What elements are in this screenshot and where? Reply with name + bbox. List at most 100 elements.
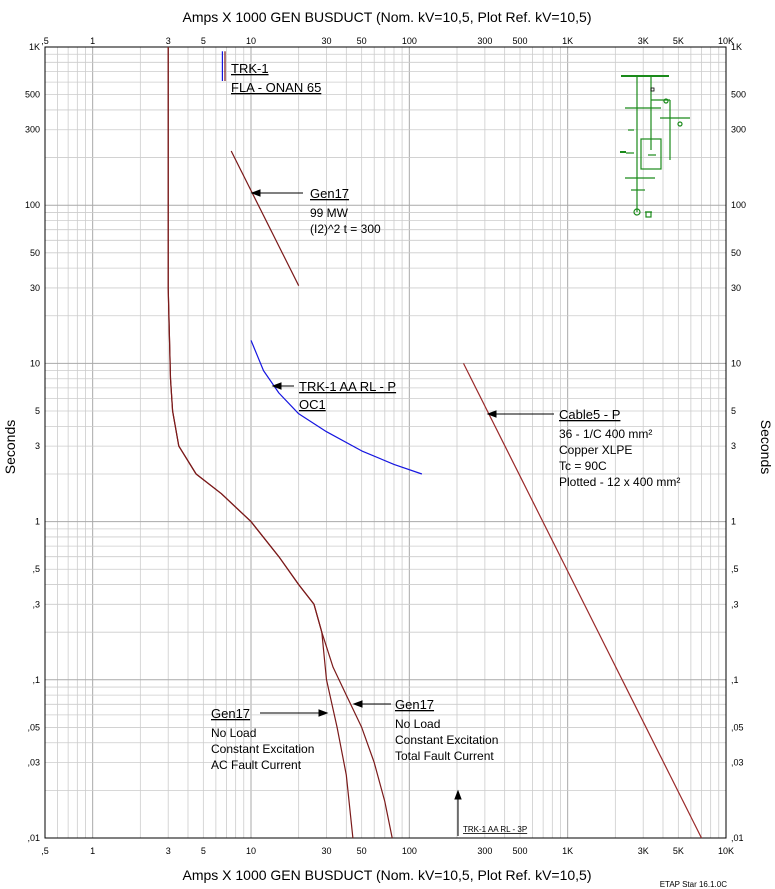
x-tick-label: 10K (718, 36, 734, 46)
y-tick-label-right: ,03 (731, 758, 744, 768)
svg-text:OC1: OC1 (299, 397, 326, 412)
x-tick-label: 1 (90, 846, 95, 856)
y-tick-label-right: 300 (731, 125, 746, 135)
y-tick-label-left: 30 (30, 283, 40, 293)
y-tick-label-right: 1 (731, 517, 736, 527)
y-tick-label-left: ,1 (32, 675, 40, 685)
y-tick-label-left: 300 (25, 125, 40, 135)
y-tick-label-right: ,05 (731, 722, 744, 732)
y-tick-label-left: 1 (35, 517, 40, 527)
y-tick-label-right: 100 (731, 200, 746, 210)
svg-text:36 - 1/C 400 mm²: 36 - 1/C 400 mm² (559, 427, 652, 441)
x-tick-label: 30 (322, 846, 332, 856)
tick-labels: ,5 ,5 1 1 3 3 5 5 10 10 30 30 50 50 100 100 300 300 500 500… (25, 36, 746, 856)
grid (44, 47, 727, 839)
x-tick-label: 3 (166, 36, 171, 46)
x-tick-label: 30 (322, 36, 332, 46)
series-line-0 (167, 47, 354, 839)
annotation-trk1-aa-rl: TRK-1 AA RL - P OC1 (299, 379, 396, 412)
y-tick-label-left: 1K (29, 42, 40, 52)
x-tick-label: 3 (166, 846, 171, 856)
svg-text:TRK-1 AA RL - P: TRK-1 AA RL - P (299, 379, 396, 394)
x-tick-label: 3K (638, 846, 649, 856)
y-tick-label-right: 30 (731, 283, 741, 293)
x-tick-label: 1K (562, 36, 573, 46)
y-tick-label-right: 500 (731, 90, 746, 100)
chart-title-top: Amps X 1000 GEN BUSDUCT (Nom. kV=10,5, P… (182, 9, 591, 25)
x-tick-label: 3K (638, 36, 649, 46)
y-tick-label-right: 1K (731, 42, 742, 52)
annotation-gen17-i2t: Gen17 99 MW (I2)^2 t = 300 (310, 186, 381, 236)
svg-text:Total Fault Current: Total Fault Current (395, 749, 494, 763)
svg-text:Copper XLPE: Copper XLPE (559, 443, 632, 457)
x-tick-label: 1 (90, 36, 95, 46)
y-tick-label-right: ,3 (731, 599, 739, 609)
diagram-marker (650, 87, 655, 92)
y-tick-label-left: ,01 (27, 833, 40, 843)
y-tick-label-right: ,5 (731, 564, 739, 574)
x-tick-label: 300 (477, 36, 492, 46)
series-line-1 (167, 47, 393, 839)
y-axis-label-left: Seconds (2, 420, 18, 474)
x-tick-label: 500 (512, 846, 527, 856)
svg-text:Cable5 - P: Cable5 - P (559, 407, 620, 422)
y-tick-label-right: 3 (731, 441, 736, 451)
svg-text:Plotted - 12 x 400 mm²: Plotted - 12 x 400 mm² (559, 475, 680, 489)
y-tick-label-right: 5 (731, 406, 736, 416)
y-tick-label-right: 50 (731, 248, 741, 258)
x-tick-label: 10K (718, 846, 734, 856)
y-tick-label-left: ,3 (32, 599, 40, 609)
x-tick-label: 1K (562, 846, 573, 856)
svg-text:Gen17: Gen17 (310, 186, 349, 201)
svg-text:Gen17: Gen17 (395, 697, 434, 712)
series-line-3 (250, 340, 423, 475)
y-tick-label-right: 10 (731, 358, 741, 368)
series-layer (167, 47, 703, 839)
svg-text:Constant Excitation: Constant Excitation (211, 742, 314, 756)
annotation-cable5: Cable5 - P 36 - 1/C 400 mm² Copper XLPE … (559, 407, 680, 489)
svg-text:TRK-1: TRK-1 (231, 61, 269, 76)
y-axis-label-right: Seconds (758, 420, 774, 474)
svg-text:AC Fault Current: AC Fault Current (211, 758, 302, 772)
y-tick-label-left: 50 (30, 248, 40, 258)
y-tick-label-left: 100 (25, 200, 40, 210)
x-tick-label: 50 (357, 846, 367, 856)
svg-text:99 MW: 99 MW (310, 206, 349, 220)
x-tick-label: 500 (512, 36, 527, 46)
x-tick-label: 100 (402, 36, 417, 46)
x-tick-label: 5K (673, 846, 684, 856)
annotation-arrows (250, 189, 554, 836)
annotation-gen17-ac: Gen17 No Load Constant Excitation AC Fau… (211, 706, 314, 772)
annotation-gen17-total: Gen17 No Load Constant Excitation Total … (395, 697, 498, 763)
y-tick-label-left: ,5 (32, 564, 40, 574)
annotation-trk1-fla: TRK-1 FLA - ONAN 65 (231, 61, 321, 95)
plot-frame (44, 46, 727, 839)
y-tick-label-left: ,05 (27, 722, 40, 732)
svg-text:Tc = 90C: Tc = 90C (559, 459, 607, 473)
x-tick-label: 50 (357, 36, 367, 46)
svg-text:No Load: No Load (211, 726, 256, 740)
x-tick-label: 5 (201, 846, 206, 856)
y-tick-label-left: 5 (35, 406, 40, 416)
x-tick-label: 10 (246, 36, 256, 46)
x-tick-label: 10 (246, 846, 256, 856)
svg-text:Gen17: Gen17 (211, 706, 250, 721)
chart-title-bottom: Amps X 1000 GEN BUSDUCT (Nom. kV=10,5, P… (182, 867, 591, 883)
svg-text:FLA - ONAN 65: FLA - ONAN 65 (231, 80, 321, 95)
annotation-trk1-3p: TRK-1 AA RL - 3P (463, 825, 527, 834)
y-tick-label-left: ,03 (27, 758, 40, 768)
y-tick-label-left: 3 (35, 441, 40, 451)
y-tick-label-right: ,01 (731, 833, 744, 843)
footer-version: ETAP Star 16.1.0C (660, 880, 728, 889)
y-tick-label-right: ,1 (731, 675, 739, 685)
x-tick-label: ,5 (41, 36, 49, 46)
x-tick-label: 5K (673, 36, 684, 46)
y-tick-label-left: 500 (25, 90, 40, 100)
svg-text:(I2)^2 t = 300: (I2)^2 t = 300 (310, 222, 381, 236)
series-line-2 (230, 150, 300, 286)
series-line-4 (462, 363, 703, 839)
y-tick-label-left: 10 (30, 358, 40, 368)
svg-text:Constant Excitation: Constant Excitation (395, 733, 498, 747)
x-tick-label: 100 (402, 846, 417, 856)
